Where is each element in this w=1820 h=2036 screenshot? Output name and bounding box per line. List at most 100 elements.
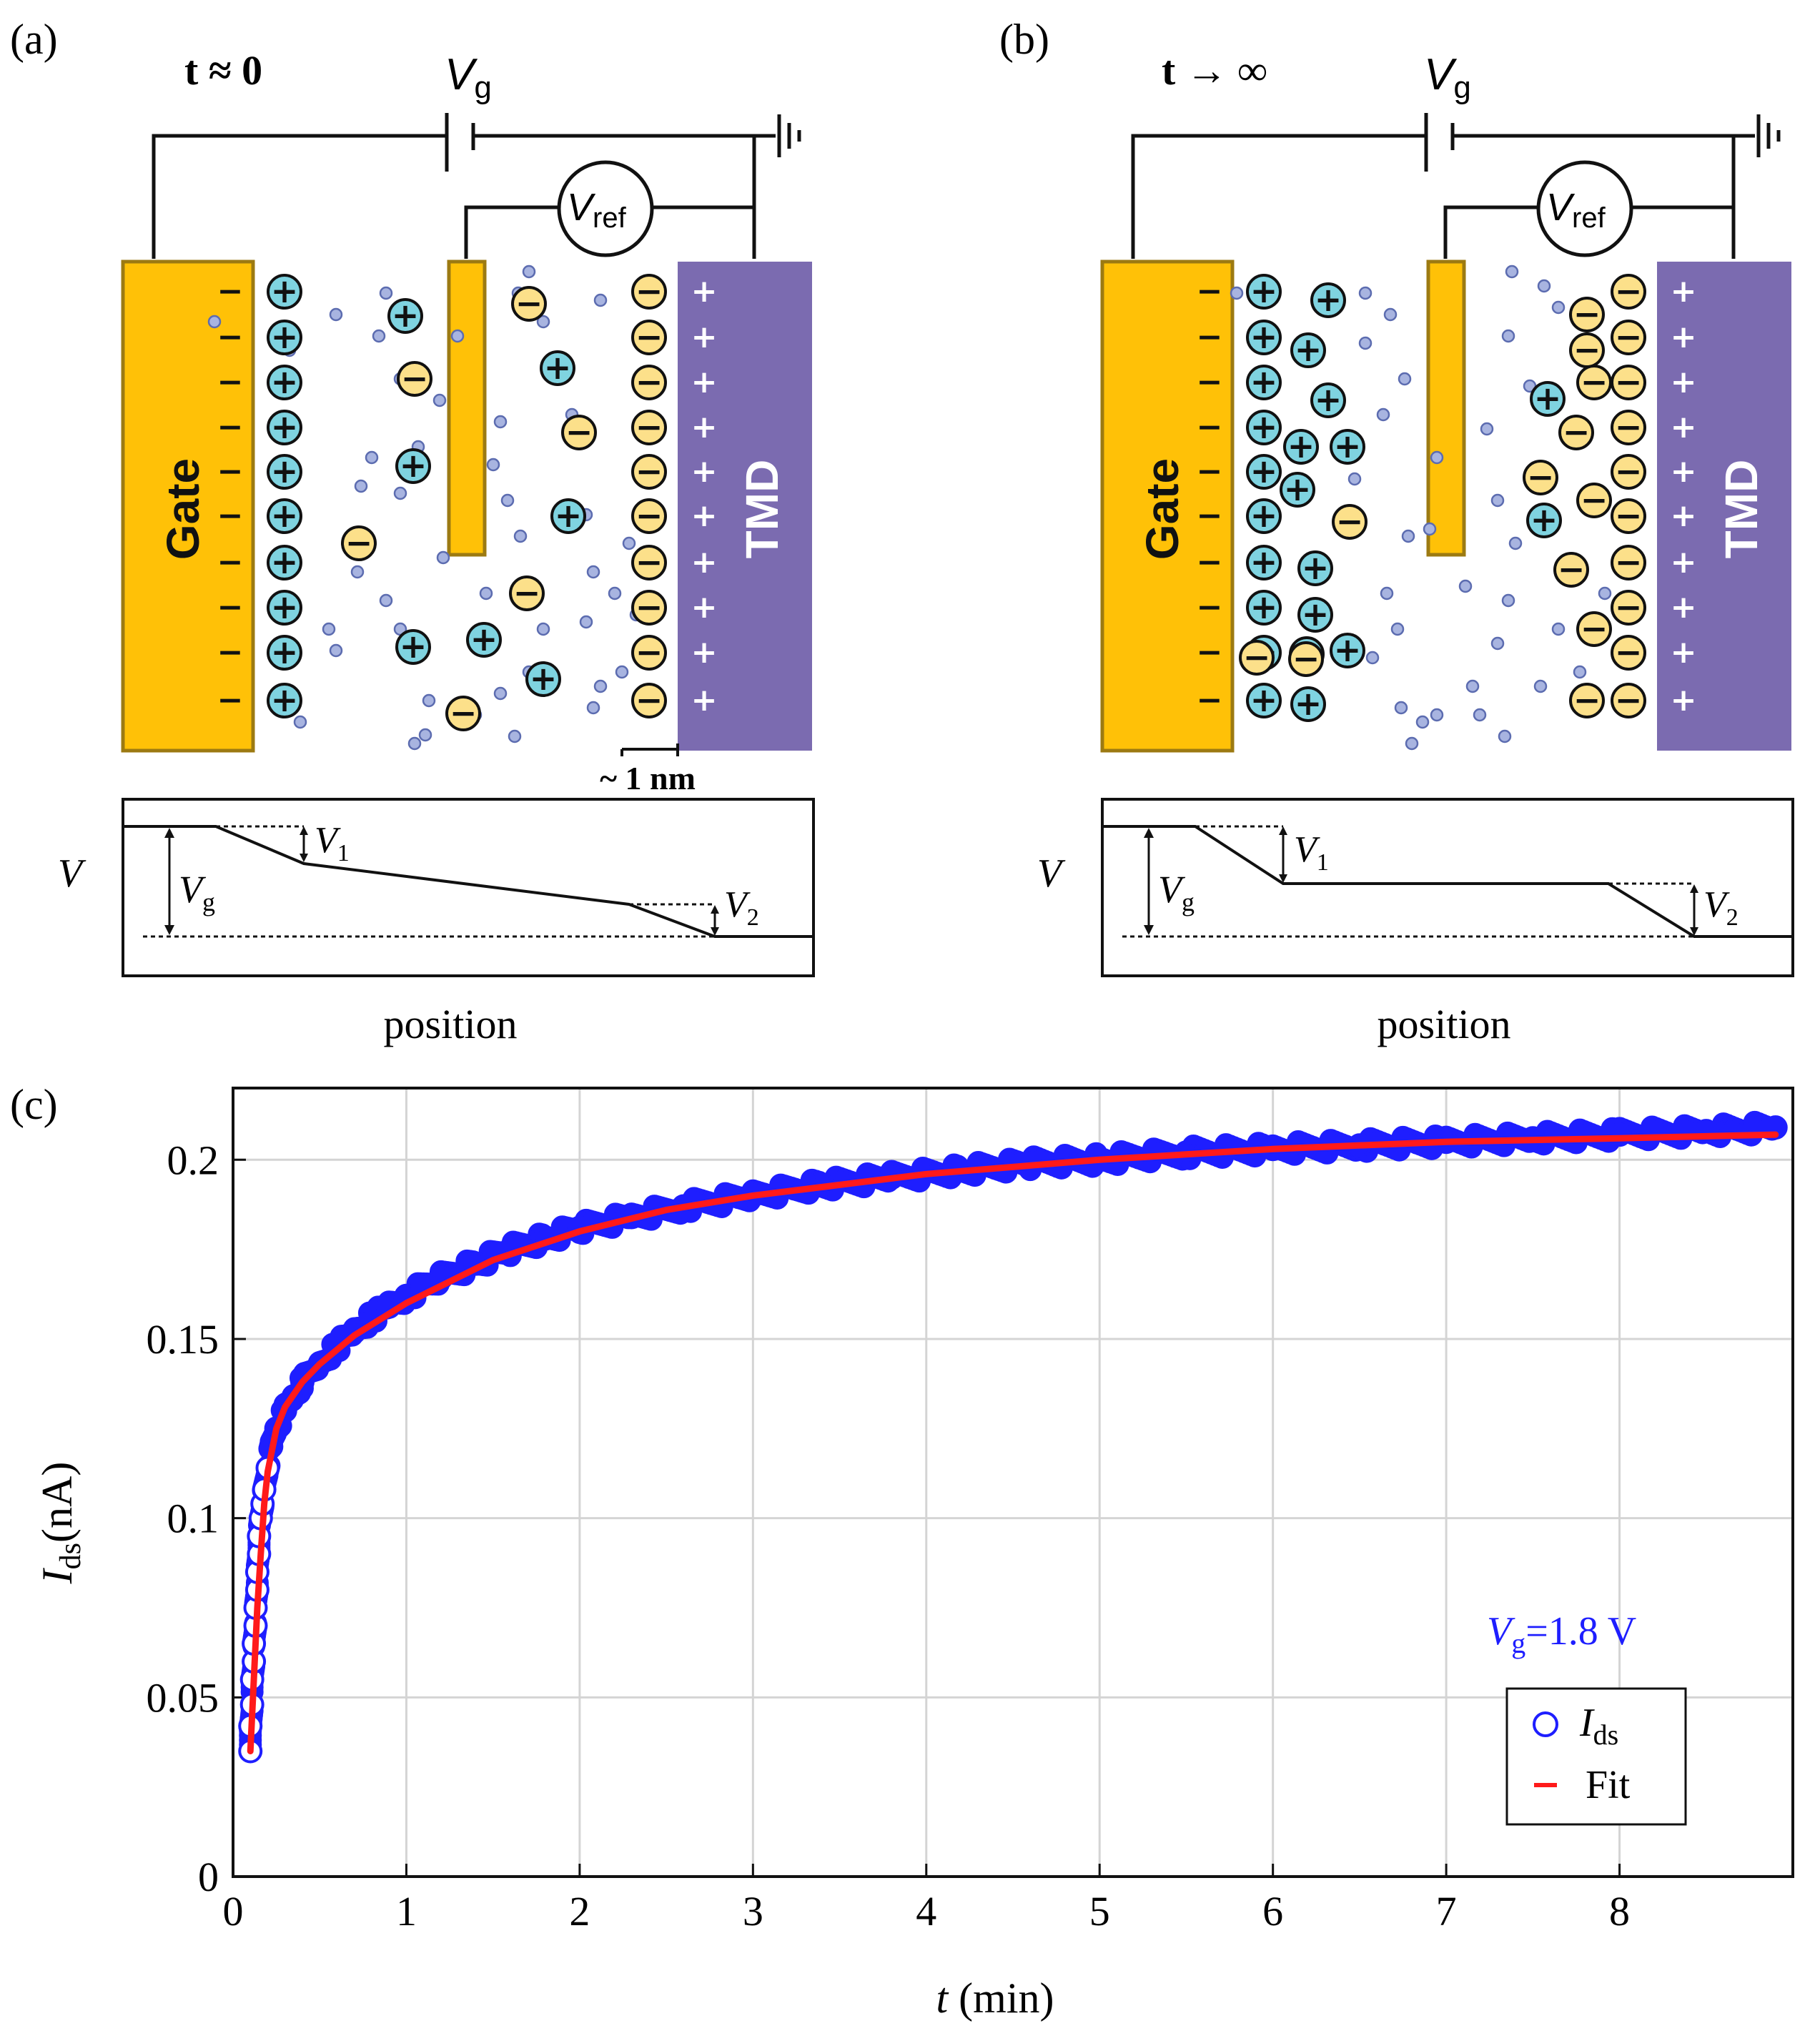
solvent-molecule [329, 307, 343, 322]
solvent-molecule [1358, 336, 1373, 350]
x-tick-label: 1 [396, 1888, 417, 1934]
chart-annotation-sub: g [1511, 1627, 1525, 1659]
svg-text:+: + [1250, 362, 1278, 401]
svg-text:−: − [1615, 496, 1643, 535]
panel-b-profile-v2-symbol: V [1703, 884, 1730, 925]
panel-b-vref-symbol: V [1546, 186, 1576, 229]
legend-box [1505, 1687, 1687, 1826]
panel-c: (c) 0 1 2 3 4 5 6 7 8 0 0.05 0.1 0.15 0.2 t (min) Ids… [10, 1081, 1794, 2022]
anion: − [1569, 681, 1605, 719]
chart-y-axis-sub: ds [54, 1543, 87, 1569]
svg-text:+: + [271, 588, 299, 626]
cation: + [525, 659, 561, 698]
svg-text:+: + [1287, 427, 1315, 465]
gate-negative-charge: − [1197, 409, 1223, 445]
svg-text:+: + [1530, 500, 1558, 539]
solvent-molecule [615, 665, 629, 679]
solvent-molecule [593, 293, 608, 307]
solvent-molecule [1423, 522, 1437, 536]
cation: + [267, 681, 302, 719]
panel-b-profile-ylabel: V [1037, 851, 1066, 896]
tmd-positive-charge: + [1671, 364, 1697, 400]
panel-b-reference-electrode [1426, 260, 1466, 557]
gate-negative-charge: − [1197, 682, 1223, 718]
svg-text:−: − [1581, 362, 1608, 401]
x-tick-label: 0 [223, 1888, 244, 1934]
chart-frame [232, 1087, 1794, 1878]
svg-text:+: + [392, 296, 420, 335]
solvent-molecule [1501, 593, 1515, 608]
svg-text:−: − [513, 573, 541, 612]
y-tick-label: 0.1 [167, 1496, 219, 1542]
svg-text:−: − [1615, 452, 1643, 490]
tmd-positive-charge: + [691, 544, 718, 580]
gate-negative-charge: − [217, 544, 244, 580]
panel-a-scale-label: ~ 1 nm [600, 760, 696, 796]
panel-a-gate-label: Gate [157, 458, 209, 560]
tmd-positive-charge: + [691, 682, 718, 718]
tmd-positive-charge: + [1671, 498, 1697, 534]
solvent-molecule [329, 643, 343, 658]
svg-text:+: + [400, 627, 427, 666]
solvent-molecule [1394, 701, 1408, 715]
chart-x-axis-symbol: t [936, 1975, 949, 2022]
anion: − [631, 362, 667, 401]
cation: + [395, 627, 431, 666]
panel-b-gate-electrode [1100, 260, 1235, 753]
svg-text:−: − [635, 588, 663, 626]
x-tick-label: 4 [916, 1888, 936, 1934]
cation: + [267, 362, 302, 401]
cation: + [550, 496, 586, 535]
svg-text:V1: V1 [315, 820, 350, 866]
y-tick-label: 0 [198, 1854, 219, 1900]
tmd-positive-charge: + [691, 409, 718, 445]
solvent-molecule [586, 565, 600, 579]
solvent-molecule [1508, 536, 1523, 550]
gate-negative-charge: − [217, 453, 244, 490]
cation: + [267, 407, 302, 446]
chart-x-axis-label: t (min) [936, 1975, 1054, 2022]
svg-text:+: + [271, 317, 299, 356]
solvent-molecule [1490, 636, 1505, 651]
x-tick-label: 6 [1262, 1888, 1283, 1934]
panel-b-profile-v2-sub: 2 [1726, 904, 1739, 931]
solvent-molecule [508, 729, 522, 743]
solvent-molecule [486, 458, 500, 472]
svg-text:+: + [271, 681, 299, 719]
gate-negative-charge: − [1197, 273, 1223, 310]
cation: + [1246, 452, 1282, 490]
gate-negative-charge: − [1197, 589, 1223, 626]
svg-text:−: − [635, 633, 663, 671]
anion: − [631, 407, 667, 446]
panel-b-tmd-channel [1657, 262, 1791, 751]
svg-text:Vg: Vg [1424, 50, 1471, 105]
chart-annotation-value: =1.8 V [1525, 1609, 1636, 1654]
solvent-molecule [1347, 472, 1362, 486]
panel-a: (a) t ≈ 0 Vg Vref Gate TMD + −+ −+ −+ −+ −+ −+… [10, 16, 815, 1047]
solvent-molecule [1473, 708, 1487, 722]
solvent-molecule [522, 265, 536, 279]
svg-text:+: + [271, 452, 299, 490]
svg-text:+: + [1250, 543, 1278, 581]
solvent-molecule [500, 493, 515, 508]
solvent-molecule [436, 550, 450, 565]
legend-entry-fit: Fit [1586, 1763, 1631, 1807]
solvent-molecule [1230, 286, 1244, 300]
svg-text:+: + [1284, 470, 1312, 508]
svg-text:+: + [1250, 496, 1278, 535]
anion: − [1611, 543, 1646, 581]
solvent-molecule [1490, 493, 1505, 508]
panel-a-ions: + −+ −+ −+ −+ −+ −+ −+ −+ −+ −+++++ ++−−−−−−− +− +− +−… [207, 265, 718, 751]
panel-b-profile-frame [1101, 798, 1794, 977]
anion: − [1611, 407, 1646, 446]
tmd-positive-charge: + [1671, 273, 1697, 310]
panel-a-profile-vg-sub: g [202, 888, 215, 916]
panel-a-profile-vg-symbol: V [179, 868, 207, 911]
solvent-molecule [1365, 651, 1380, 665]
anion: − [341, 523, 377, 562]
cation: + [1246, 407, 1282, 446]
svg-text:+: + [271, 633, 299, 671]
solvent-molecule [1598, 586, 1612, 601]
solvent-molecule [1551, 300, 1566, 315]
